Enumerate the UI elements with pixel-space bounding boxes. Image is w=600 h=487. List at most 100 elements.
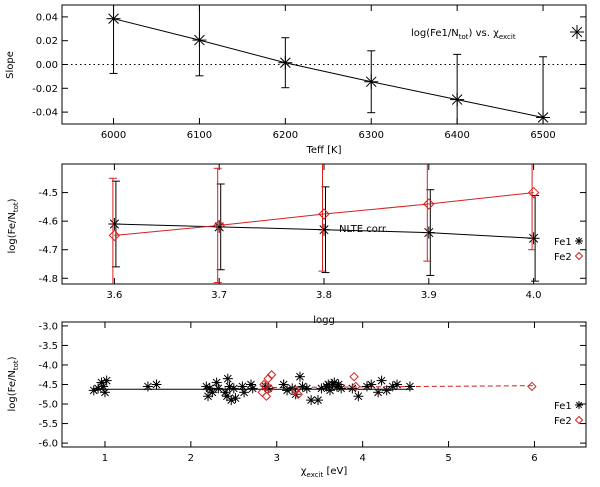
logg-fe1-point [527, 232, 540, 245]
chi-fe1-point [228, 383, 239, 394]
logg-fe2-point [213, 219, 225, 232]
chi-fe1-point-stroke [101, 388, 109, 397]
chi-legend-fe1-marker-stroke [575, 401, 583, 409]
chi-fe1-point-stroke [302, 384, 311, 393]
slope-series-point [364, 74, 379, 89]
logg-fe2-errorbar [528, 164, 537, 251]
chi-fe1-point-stroke [374, 388, 383, 397]
chi-fe1-point [347, 383, 358, 394]
logg-fe1-point-stroke [529, 233, 539, 243]
chi-fe1-point [392, 379, 403, 390]
chi-fe1-point-stroke [214, 384, 223, 393]
chi-fe1-point-stroke [247, 380, 255, 389]
chi-fe1-point [387, 381, 398, 392]
chi-fe1-point-stroke [337, 384, 346, 393]
logg-fe1-point [108, 218, 121, 230]
chi-ytick-label: -4.5 [38, 380, 58, 391]
slope-series-point-stroke [280, 57, 291, 69]
slope-series-point-stroke [365, 76, 377, 88]
chi-fe1-point-stroke [231, 394, 240, 403]
chi-fe2-point [266, 370, 277, 380]
chi-fe1-point [245, 379, 256, 390]
logg-fe2-point [108, 229, 121, 242]
slope-xtick-label: 6200 [273, 130, 298, 141]
logg-legend-fe2-label: Fe2 [554, 252, 572, 263]
chi-xtick-label: 5 [445, 453, 451, 464]
chi-fe1-point-stroke [279, 380, 288, 389]
slope-legend-marker-stroke [571, 26, 583, 38]
chi-fe1-point-stroke [330, 378, 339, 387]
chi-fe2-point [527, 381, 537, 392]
panel-logg: log(Fe/Ntot) logg NLTE corr. 3.6 3.7 3.8 3.… [7, 163, 587, 326]
chi-fe1-point [99, 387, 110, 398]
chi-fe1-point-stroke [208, 388, 217, 397]
chi-fe1-point [220, 387, 231, 398]
chi-fe1-point [336, 383, 347, 394]
logg-ytick-label: -4.6 [38, 217, 58, 228]
chi-xtick-label: 4 [359, 453, 365, 464]
chi-xtick-label: 1 [102, 453, 108, 464]
logg-xtick-label: 4.0 [526, 290, 542, 301]
chi-fe1-point [294, 371, 305, 382]
logg-fe2-line [114, 192, 534, 236]
slope-series-point [278, 55, 293, 70]
chi-fe1-point-stroke [377, 376, 386, 385]
chi-fe1-point [239, 387, 250, 398]
logg-fe2-errorbar [108, 177, 117, 284]
logg-xtick-label: 3.6 [106, 290, 122, 301]
logg-ytick-label: -4.7 [38, 245, 58, 256]
chi-fe1-point [222, 373, 233, 384]
slope-xtick-label: 6500 [530, 130, 555, 141]
panel-slope-legend: log(Fe1/Ntot) vs. χexcit [411, 28, 516, 41]
logg-xtick-label: 3.8 [316, 290, 332, 301]
chi-fe1-point-stroke [202, 382, 211, 391]
logg-xtick-label: 3.9 [421, 290, 437, 301]
chi-xtick-label: 2 [188, 453, 194, 464]
logg-fe2-errorbar [213, 167, 222, 284]
slope-series-point [192, 33, 207, 48]
chi-fe1-point-stroke [354, 392, 363, 401]
slope-ytick-label: 0.02 [36, 36, 58, 47]
chi-fe1-point-stroke [212, 378, 221, 387]
logg-fe2-point [423, 198, 435, 210]
chi-fe1-point [226, 395, 237, 406]
chi-fe1-point [151, 379, 162, 390]
chi-legend-fe2-label: Fe2 [554, 416, 572, 427]
logg-legend-fe1-label: Fe1 [554, 237, 572, 248]
chi-fe1-point [301, 383, 312, 394]
chi-fe1-point-stroke [223, 392, 231, 401]
chi-fe1-point [230, 393, 241, 404]
chi-fe1-point-stroke [314, 396, 322, 405]
slope-series-point-stroke [108, 13, 119, 24]
logg-fe2-point [527, 186, 540, 199]
slope-series-line [113, 18, 544, 118]
slope-ytick-label: 0.00 [36, 60, 58, 71]
chi-fe1-point [142, 381, 153, 392]
chi-fe1-point [376, 375, 387, 386]
chi-fe2-point [293, 389, 303, 399]
logg-fe1-point [422, 226, 435, 239]
chi-fe1-point-stroke [307, 396, 316, 405]
chi-fe1-point-stroke [367, 380, 376, 389]
logg-ytick-label: -4.8 [38, 274, 58, 285]
chi-ytick-label: -6.0 [38, 439, 58, 450]
chi-fe1-point [329, 377, 340, 388]
chi-fe1-point [98, 381, 109, 392]
slope-ytick-label: 0.04 [36, 12, 58, 23]
chi-fe2-point [351, 381, 361, 392]
slope-xtick-label: 6400 [444, 130, 469, 141]
chi-fe1-point-stroke [298, 382, 307, 391]
chi-legend-fe2-marker [574, 415, 584, 425]
slope-series-errorbar [453, 53, 462, 124]
logg-fe1-point-stroke [214, 222, 224, 232]
chi-ytick-label: -5.0 [38, 400, 58, 411]
chi-fe1-point-stroke [348, 384, 357, 393]
chi-fe1-point-stroke [240, 388, 249, 397]
slope-xtick-label: 6100 [187, 130, 212, 141]
chi-fe1-point [366, 379, 377, 390]
chi-legend-fe1-marker [575, 401, 583, 409]
logg-fe1-point [318, 223, 330, 236]
panel-chi-xlabel: χexcit [eV] [301, 466, 348, 479]
chi-fe1-point-stroke [393, 380, 401, 389]
